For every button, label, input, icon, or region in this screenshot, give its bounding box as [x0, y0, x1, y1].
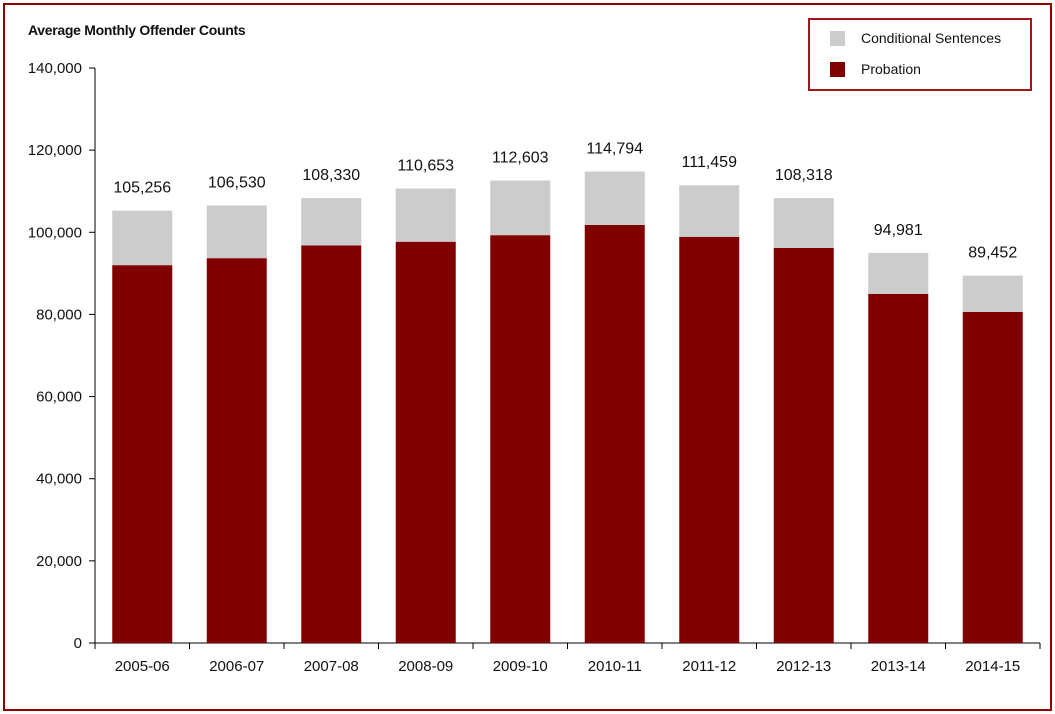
bar-probation	[112, 265, 173, 643]
legend-label-conditional: Conditional Sentences	[861, 30, 1002, 46]
y-tick-label: 120,000	[28, 142, 82, 159]
x-tick-label: 2005-06	[115, 658, 170, 675]
y-tick-label: 60,000	[36, 389, 82, 406]
data-label-total: 110,653	[397, 158, 454, 175]
bar-conditional-sentences	[301, 198, 362, 246]
bar-probation	[584, 224, 645, 643]
data-label-total: 105,256	[113, 180, 171, 197]
bar-conditional-sentences	[679, 185, 740, 237]
data-label-total: 114,794	[586, 141, 643, 158]
data-label-total: 112,603	[492, 150, 549, 167]
x-tick-label: 2010-11	[588, 658, 642, 675]
x-tick-label: 2011-12	[682, 658, 736, 675]
legend-swatch-conditional	[830, 30, 845, 46]
legend: Conditional Sentences Probation	[808, 18, 1032, 91]
legend-label-probation: Probation	[861, 61, 921, 77]
bar-probation	[490, 235, 551, 644]
data-label-total: 111,459	[682, 154, 738, 171]
bar-probation	[962, 311, 1023, 643]
y-tick-label: 80,000	[36, 306, 82, 323]
x-tick-label: 2008-09	[398, 658, 453, 675]
bar-conditional-sentences	[773, 198, 834, 248]
bar-probation	[301, 245, 362, 643]
data-label-total: 106,530	[208, 174, 266, 191]
bar-conditional-sentences	[395, 188, 456, 242]
data-label-total: 89,452	[968, 245, 1017, 262]
legend-swatch-probation	[830, 61, 845, 77]
x-tick-label: 2006-07	[209, 658, 264, 675]
data-label-total: 108,330	[302, 167, 360, 184]
bar-conditional-sentences	[490, 180, 551, 236]
y-tick-label: 20,000	[36, 553, 82, 570]
y-tick-label: 100,000	[28, 224, 82, 241]
bar-probation	[773, 247, 834, 643]
x-tick-label: 2012-13	[776, 658, 831, 675]
y-tick-label: 140,000	[28, 60, 82, 77]
chart-title: Average Monthly Offender Counts	[28, 22, 246, 38]
bar-conditional-sentences	[584, 171, 645, 225]
bar-probation	[679, 236, 740, 643]
x-tick-label: 2009-10	[493, 658, 548, 675]
data-label-total: 94,981	[874, 222, 923, 239]
x-tick-label: 2014-15	[965, 658, 1020, 675]
legend-item-probation: Probation	[830, 61, 921, 77]
bar-conditional-sentences	[868, 252, 929, 294]
legend-item-conditional: Conditional Sentences	[830, 30, 1001, 46]
x-tick-label: 2007-08	[304, 658, 359, 675]
data-label-total: 108,318	[775, 167, 833, 184]
bar-probation	[868, 293, 929, 643]
x-tick-label: 2013-14	[871, 658, 926, 675]
y-tick-label: 0	[74, 635, 82, 652]
bar-conditional-sentences	[206, 205, 267, 259]
bar-conditional-sentences	[112, 210, 173, 266]
bar-probation	[206, 258, 267, 643]
bar-probation	[395, 241, 456, 643]
bar-conditional-sentences	[962, 275, 1023, 312]
chart-frame	[3, 3, 1052, 711]
y-tick-label: 40,000	[36, 471, 82, 488]
